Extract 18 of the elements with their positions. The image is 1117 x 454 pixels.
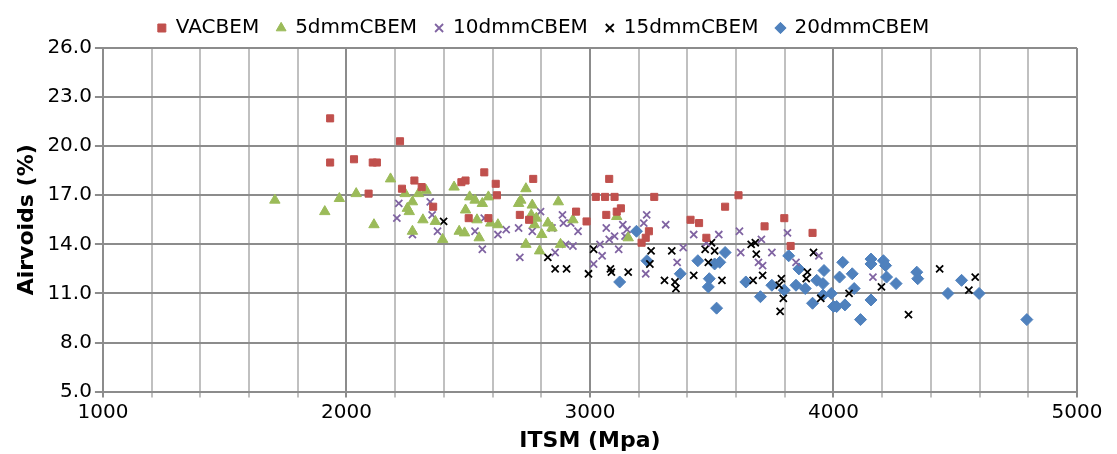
legend-label: 20dmmCBEM [794, 14, 930, 39]
y-tick-label: 14.0 [47, 230, 92, 255]
y-axis-title: Airvoids (%) [12, 144, 38, 296]
x-axis-title: ITSM (Mpa) [519, 426, 661, 452]
x-tick-label: 3000 [564, 398, 616, 423]
y-tick-label: 8.0 [60, 328, 92, 353]
x-tick-label: 2000 [321, 398, 372, 423]
legend-label: VACBEM [175, 14, 260, 39]
y-tick-label: 23.0 [47, 83, 92, 108]
y-tick-label: 11.0 [47, 279, 92, 304]
x-tick-label: 5000 [1051, 398, 1103, 423]
legend-label: 15dmmCBEM [623, 14, 759, 39]
y-tick-label: 17.0 [47, 181, 92, 206]
legend-label: 10dmmCBEM [453, 14, 588, 39]
y-tick-label: 20.0 [47, 132, 92, 157]
y-tick-label: 26.0 [47, 34, 92, 59]
legend-label: 5dmmCBEM [295, 14, 418, 39]
x-tick-label: 4000 [808, 398, 859, 423]
